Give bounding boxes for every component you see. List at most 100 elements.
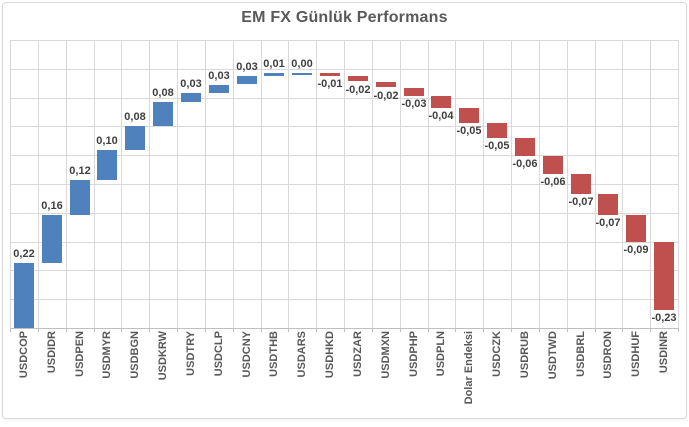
- bar-value-label: -0,06: [512, 157, 538, 170]
- gridline-vertical: [261, 40, 262, 328]
- gridline-vertical: [121, 40, 122, 328]
- x-axis: USDCOP USDIDR USDPEN USDMYR USDBGN USDKRW USDT…: [10, 328, 679, 421]
- gridline-vertical: [650, 40, 651, 328]
- bar-value-label: -0,02: [373, 89, 399, 102]
- gridline-vertical: [567, 40, 568, 328]
- x-axis-label: USDTWD: [546, 331, 559, 380]
- waterfall-bar: [598, 194, 618, 216]
- gridline-vertical: [177, 40, 178, 328]
- axis-tick: [149, 328, 150, 332]
- gridline-vertical: [316, 40, 317, 328]
- waterfall-bar: [515, 138, 535, 156]
- gridline-vertical: [400, 40, 401, 328]
- waterfall-bar: [376, 81, 396, 88]
- axis-tick: [344, 328, 345, 332]
- gridline-vertical: [539, 40, 540, 328]
- bar-value-label: 0,03: [180, 78, 202, 91]
- x-axis-label: Dolar Endeksi: [463, 331, 476, 405]
- chart-title: EM FX Günlük Performans: [241, 9, 448, 26]
- waterfall-bar: [153, 102, 173, 127]
- x-axis-label: USDHUF: [630, 331, 643, 377]
- waterfall-bar: [70, 179, 90, 216]
- x-axis-label: USDBGN: [129, 331, 142, 379]
- bar-value-label: -0,07: [568, 196, 594, 209]
- waterfall-bar: [292, 72, 312, 75]
- waterfall-bar: [654, 241, 674, 311]
- axis-tick: [94, 328, 95, 332]
- bar-value-label: -0,05: [456, 125, 482, 138]
- bar-value-label: 0,22: [13, 247, 35, 260]
- gridline-vertical: [94, 40, 95, 328]
- waterfall-bar: [320, 72, 340, 76]
- bar-value-label: -0,05: [484, 140, 510, 152]
- axis-tick: [622, 328, 623, 332]
- waterfall-bar: [626, 215, 646, 242]
- axis-tick: [428, 328, 429, 332]
- gridline-vertical: [622, 40, 623, 328]
- x-axis-label: USDPHP: [407, 331, 420, 377]
- x-axis-label: USDHKD: [324, 331, 337, 379]
- bar-value-label: -0,09: [623, 243, 649, 256]
- gridline-vertical: [66, 40, 67, 328]
- axis-tick: [567, 328, 568, 332]
- x-axis-label: USDBRL: [574, 331, 587, 377]
- x-axis-label: USDMXN: [379, 331, 392, 379]
- gridline-vertical: [10, 40, 11, 328]
- axis-tick: [288, 328, 289, 332]
- bar-value-label: -0,04: [428, 110, 454, 123]
- bar-value-label: -0,06: [540, 175, 566, 188]
- axis-tick: [511, 328, 512, 332]
- waterfall-bar: [571, 173, 591, 195]
- axis-tick: [678, 328, 679, 332]
- x-axis-label: USDZAR: [351, 331, 364, 377]
- waterfall-bar: [431, 96, 451, 109]
- waterfall-bar: [97, 149, 117, 180]
- bar-value-label: 0,03: [208, 69, 230, 82]
- gridline-vertical: [344, 40, 345, 328]
- gridline-vertical: [678, 40, 679, 328]
- bar-value-label: 0,00: [291, 57, 313, 70]
- gridline-vertical: [38, 40, 39, 328]
- bar-value-label: 0,08: [152, 87, 174, 100]
- bar-value-label: 0,08: [124, 111, 146, 124]
- x-axis-label: USDCLP: [212, 331, 225, 377]
- gridline-vertical: [288, 40, 289, 328]
- bar-value-label: 0,03: [236, 60, 258, 73]
- gridline-vertical: [233, 40, 234, 328]
- waterfall-bar: [459, 108, 479, 124]
- waterfall-bar: [543, 155, 563, 174]
- axis-tick: [650, 328, 651, 332]
- waterfall-bar: [209, 84, 229, 94]
- bar-value-label: 0,16: [41, 200, 63, 213]
- gridline-vertical: [149, 40, 150, 328]
- x-axis-label: USDTRY: [184, 331, 197, 376]
- waterfall-bar: [404, 87, 424, 97]
- bar-value-label: 0,12: [69, 164, 91, 177]
- axis-tick: [483, 328, 484, 332]
- axis-tick: [316, 328, 317, 332]
- plot-area: 0,22 0,16 0,12 0,10 0,08 0,08 0,03 0,03 0,03 0,01…: [10, 40, 679, 329]
- x-axis-label: USDMYR: [101, 331, 114, 379]
- bar-value-label: -0,03: [401, 98, 427, 111]
- x-axis-label: USDARS: [296, 331, 309, 378]
- bar-value-label: -0,23: [651, 312, 677, 325]
- x-axis-label: USDPEN: [73, 331, 86, 377]
- axis-tick: [539, 328, 540, 332]
- waterfall-bar: [42, 215, 62, 263]
- x-axis-label: USDIDR: [45, 331, 58, 374]
- gridline-vertical: [372, 40, 373, 328]
- waterfall-bar: [14, 262, 34, 328]
- bar-value-label: -0,01: [317, 77, 343, 90]
- bar-value-label: 0,10: [96, 134, 118, 147]
- axis-tick: [372, 328, 373, 332]
- x-axis-label: USDCOP: [17, 331, 30, 379]
- axis-tick: [10, 328, 11, 332]
- x-axis-label: USDRON: [602, 331, 615, 379]
- gridline-vertical: [455, 40, 456, 328]
- x-axis-label: USDCNY: [240, 331, 253, 378]
- axis-tick: [233, 328, 234, 332]
- gridline-vertical: [595, 40, 596, 328]
- waterfall-bar: [348, 75, 368, 82]
- x-axis-label: USDTHB: [268, 331, 281, 377]
